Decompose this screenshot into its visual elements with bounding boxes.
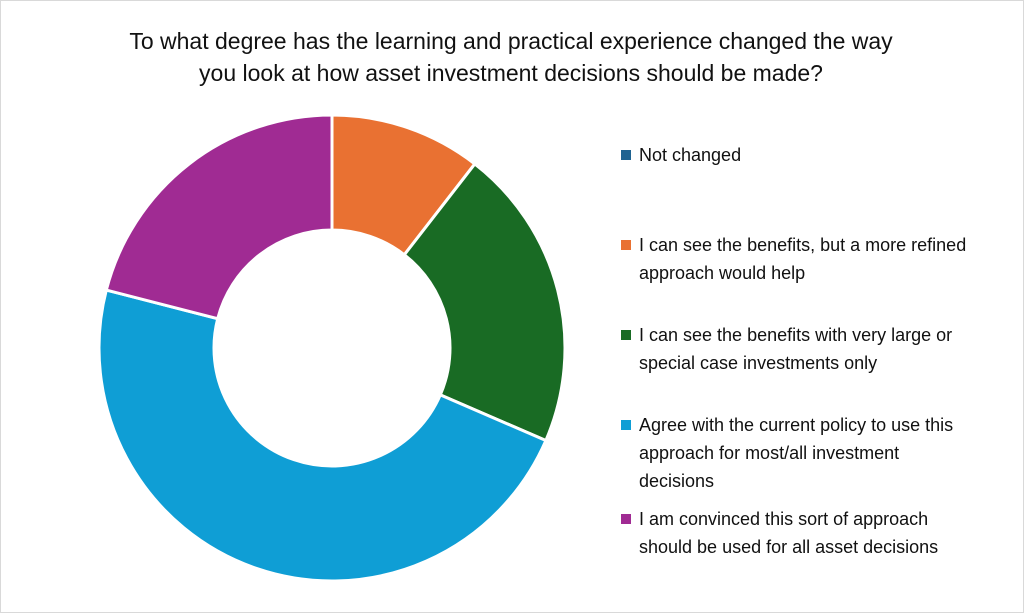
slice-special-case (402, 161, 567, 443)
legend-swatch (621, 150, 631, 160)
slice-current-policy (97, 288, 548, 583)
legend-label: I am convinced this sort of approach sho… (639, 509, 939, 557)
chart-title-line-2: you look at how asset investment decisio… (199, 60, 823, 86)
legend-swatch (621, 420, 631, 430)
legend-swatch (621, 240, 631, 250)
legend-swatch (621, 514, 631, 524)
donut-chart (97, 116, 567, 583)
chart-title: To what degree has the learning and prac… (41, 25, 981, 89)
legend-label: Not changed (639, 145, 742, 165)
donut-slices (97, 116, 567, 583)
legend-label: Agree with the current policy to use thi… (639, 415, 954, 491)
legend-swatch (621, 330, 631, 340)
chart-title-line-1: To what degree has the learning and prac… (129, 28, 893, 54)
legend-label: I can see the benefits with very large o… (639, 325, 953, 373)
slice-convinced (104, 116, 334, 321)
legend-label: I can see the benefits, but a more refin… (639, 235, 967, 283)
